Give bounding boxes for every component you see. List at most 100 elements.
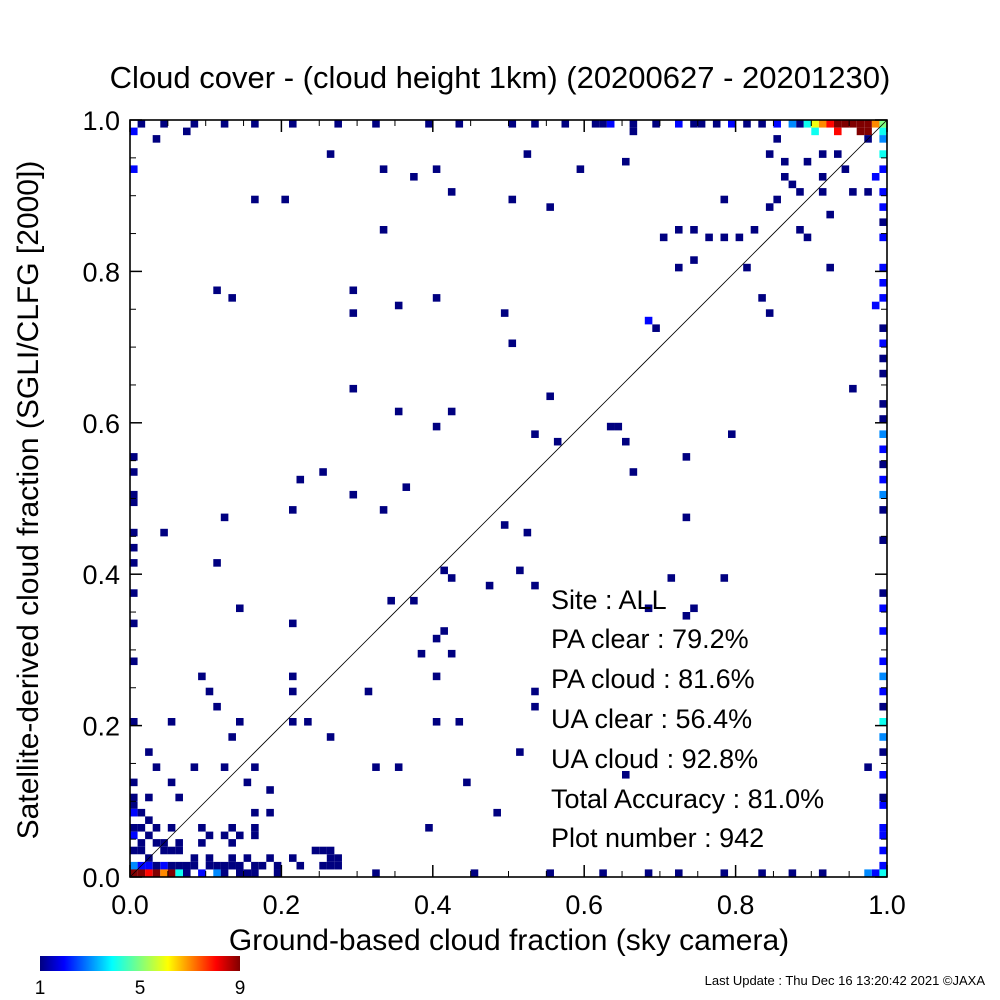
heatmap-cell xyxy=(447,574,456,582)
heatmap-cell xyxy=(236,869,244,877)
heatmap-cell xyxy=(130,543,138,552)
heatmap-cell xyxy=(220,763,229,771)
heatmap-cell xyxy=(834,150,842,158)
heatmap-cell xyxy=(773,195,781,204)
stat-pa-clear: PA clear : 79.2% xyxy=(551,624,749,654)
heatmap-cell xyxy=(326,854,335,862)
heatmap-cell xyxy=(675,120,683,128)
heatmap-cell xyxy=(130,657,138,666)
heatmap-cell xyxy=(167,861,176,870)
heatmap-cell xyxy=(183,861,191,870)
heatmap-cell xyxy=(879,233,887,242)
heatmap-cell xyxy=(879,824,887,832)
heatmap-cell xyxy=(864,869,872,877)
heatmap-cell xyxy=(394,407,403,416)
heatmap-cell xyxy=(349,309,358,317)
heatmap-cell xyxy=(349,286,358,295)
heatmap-cell xyxy=(266,808,274,817)
heatmap-cell xyxy=(326,150,335,158)
heatmap-cell xyxy=(826,120,834,128)
heatmap-cell xyxy=(811,120,819,128)
heatmap-cell xyxy=(811,127,819,136)
heatmap-cell xyxy=(251,861,259,870)
heatmap-cell xyxy=(251,808,259,817)
heatmap-cell xyxy=(614,422,623,431)
heatmap-cell xyxy=(379,506,388,514)
heatmap-cell xyxy=(463,778,471,787)
heatmap-cell xyxy=(493,808,501,817)
heatmap-cell xyxy=(130,824,138,832)
heatmap-cell xyxy=(879,748,887,756)
heatmap-cell xyxy=(251,195,259,204)
heatmap-cell xyxy=(879,589,887,597)
heatmap-cell xyxy=(145,793,153,802)
heatmap-cell xyxy=(879,279,887,287)
heatmap-cell xyxy=(879,861,887,870)
heatmap-cell xyxy=(826,263,834,272)
heatmap-cell xyxy=(447,188,456,196)
x-tick-label: 0.6 xyxy=(565,890,603,920)
heatmap-cell xyxy=(455,120,464,128)
heatmap-cell xyxy=(440,627,448,635)
y-tick-label: 0.4 xyxy=(82,560,120,590)
y-axis-label: Satellite-derived cloud fraction (SGLI/C… xyxy=(12,161,45,840)
heatmap-cell xyxy=(879,188,887,196)
heatmap-cell xyxy=(137,824,146,832)
heatmap-cell xyxy=(379,226,388,234)
heatmap-cell xyxy=(205,687,214,696)
heatmap-cell xyxy=(190,763,199,771)
heatmap-cell xyxy=(319,468,327,476)
heatmap-cell xyxy=(818,120,827,128)
heatmap-cell xyxy=(879,846,887,855)
heatmap-cell xyxy=(130,528,138,537)
heatmap-cell xyxy=(765,309,774,317)
heatmap-cell xyxy=(690,226,698,234)
heatmap-cell xyxy=(364,687,373,696)
heatmap-cell xyxy=(440,566,448,575)
heatmap-cell xyxy=(849,120,857,128)
heatmap-cell xyxy=(879,400,887,408)
heatmap-cell xyxy=(758,869,766,877)
heatmap-cell xyxy=(130,793,138,802)
heatmap-cell xyxy=(205,831,214,840)
heatmap-cell xyxy=(697,120,706,128)
heatmap-cell xyxy=(765,150,774,158)
x-tick-label: 0.8 xyxy=(717,890,755,920)
heatmap-cell xyxy=(334,120,342,128)
heatmap-cell xyxy=(137,120,146,128)
heatmap-cell xyxy=(720,233,729,242)
heatmap-cell xyxy=(879,369,887,378)
heatmap-cell xyxy=(190,861,199,870)
heatmap-cell xyxy=(372,869,380,877)
x-tick-label: 0.0 xyxy=(111,890,149,920)
heatmap-cell xyxy=(130,861,138,870)
heatmap-cell xyxy=(228,839,236,847)
heatmap-cell xyxy=(213,869,221,877)
heatmap-cell xyxy=(243,854,252,862)
heatmap-cell xyxy=(879,604,887,613)
heatmap-cell xyxy=(410,596,418,605)
heatmap-cell xyxy=(152,861,161,870)
heatmap-cell xyxy=(432,634,441,643)
colorbar-tick-mid: 5 xyxy=(135,978,146,999)
heatmap-cell xyxy=(167,718,176,726)
heatmap-cell xyxy=(675,869,683,877)
heatmap-cell xyxy=(781,173,789,181)
heatmap-cell xyxy=(879,672,887,681)
heatmap-cell xyxy=(879,657,887,666)
heatmap-cell xyxy=(682,453,691,461)
chart-title: Cloud cover - (cloud height 1km) (202006… xyxy=(110,60,891,95)
y-tick-label: 0.6 xyxy=(82,409,120,439)
heatmap-cell xyxy=(485,581,494,590)
heatmap-cell xyxy=(743,263,751,272)
heatmap-cell xyxy=(508,195,517,204)
heatmap-cell xyxy=(864,120,872,128)
heatmap-cell xyxy=(425,824,433,832)
heatmap-cell xyxy=(796,188,804,196)
heatmap-cell xyxy=(198,824,206,832)
heatmap-cell xyxy=(167,846,176,855)
heatmap-cell xyxy=(508,120,517,128)
heatmap-cell xyxy=(818,869,827,877)
heatmap-cell xyxy=(879,831,887,840)
heatmap-cell xyxy=(591,120,600,128)
